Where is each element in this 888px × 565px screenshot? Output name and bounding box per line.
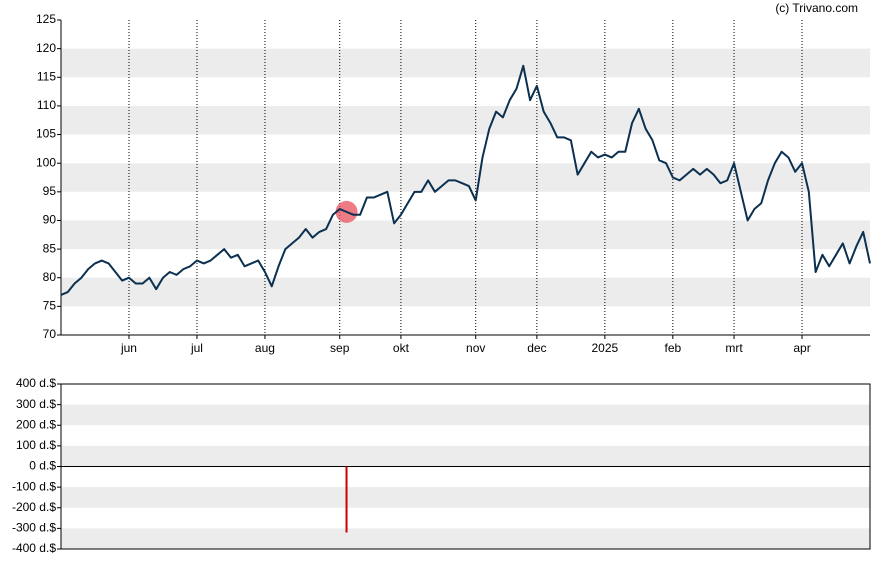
y-tick-label: 0 d.$ [29, 459, 56, 473]
y-tick-label: -400 d.$ [12, 541, 56, 555]
y-tick-label: 100 d.$ [16, 438, 56, 452]
y-tick-label: -300 d.$ [12, 521, 56, 535]
x-tick-label: jun [120, 341, 137, 355]
y-tick-label: 125 [36, 12, 56, 26]
x-tick-label: sep [330, 341, 350, 355]
y-tick-label: 80 [43, 270, 57, 284]
y-tick-label: 100 [36, 155, 56, 169]
grid-band [61, 220, 870, 250]
y-tick-label: 85 [43, 241, 57, 255]
grid-band [61, 277, 870, 307]
y-tick-label: -100 d.$ [12, 479, 56, 493]
grid-band [61, 105, 870, 135]
grid-band [61, 487, 870, 508]
plot-border [60, 383, 871, 550]
grid-band [61, 404, 870, 426]
grid-band [61, 48, 870, 78]
credit: (c) Trivano.com [775, 1, 858, 15]
y-tick-label: 200 d.$ [16, 417, 56, 431]
y-tick-label: 115 [37, 69, 56, 83]
y-tick-label: 90 [43, 213, 57, 227]
y-tick-label: -200 d.$ [12, 500, 56, 514]
y-tick-label: 95 [43, 184, 57, 198]
x-tick-label: jul [190, 341, 203, 355]
y-tick-label: 75 [43, 299, 57, 313]
grid-band [61, 445, 870, 467]
x-tick-label: dec [527, 341, 546, 355]
x-tick-label: apr [793, 341, 810, 355]
grid-band [61, 528, 870, 549]
x-tick-label: aug [255, 341, 275, 355]
x-tick-label: mrt [725, 341, 743, 355]
x-tick-label: okt [393, 341, 410, 355]
x-tick-label: feb [665, 341, 682, 355]
price-line [60, 64, 871, 296]
y-tick-label: 70 [43, 327, 57, 341]
y-tick-label: 120 [36, 41, 56, 55]
bar [345, 466, 348, 533]
y-tick-label: 105 [36, 127, 56, 141]
y-tick-label: 400 d.$ [16, 376, 56, 390]
x-tick-label: 2025 [592, 341, 619, 355]
grid-band [61, 163, 870, 192]
y-tick-label: 110 [37, 98, 56, 112]
x-tick-label: nov [466, 341, 485, 355]
y-tick-label: 300 d.$ [16, 397, 56, 411]
